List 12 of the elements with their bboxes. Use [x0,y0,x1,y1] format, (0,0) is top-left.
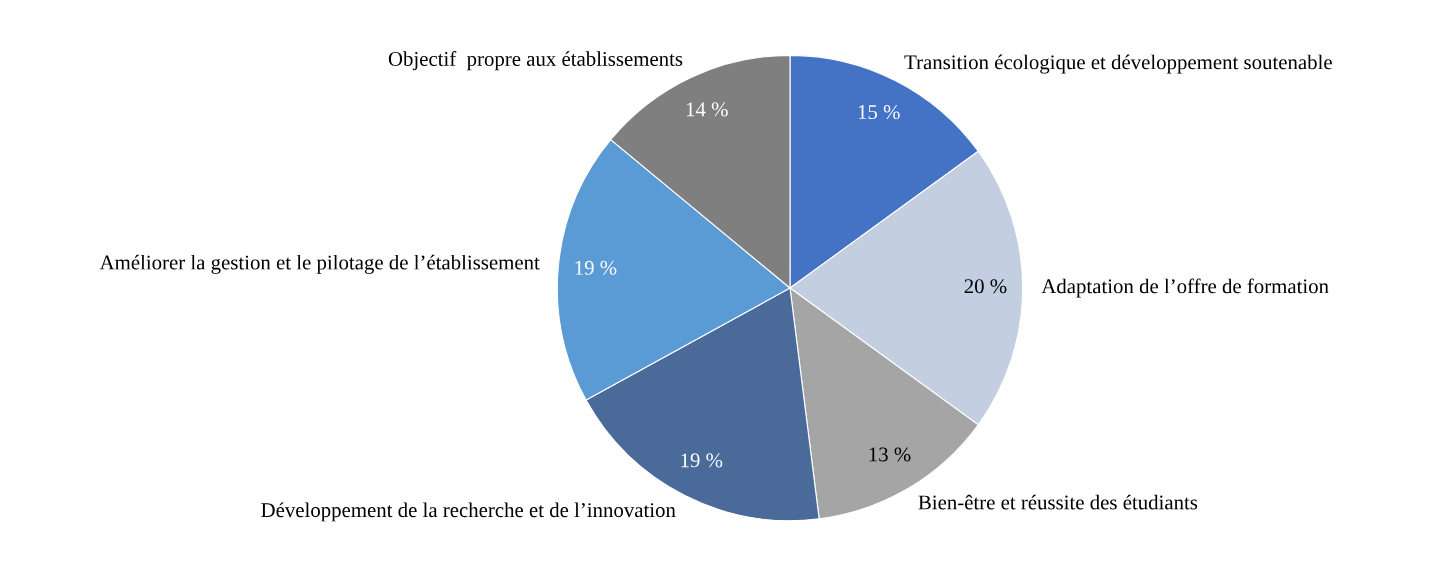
slice-label: Objectif propre aux établissements [388,51,683,71]
slice-label: Adaptation de l’offre de formation [1041,278,1329,298]
data-label: 13 % [869,447,911,462]
slice-label: Améliorer la gestion et le pilotage de l’établissement [99,254,540,274]
data-label: 14 % [686,102,728,117]
data-label: 15 % [858,105,900,120]
slice-label: Bien-être et réussite des étudiants [918,494,1198,510]
data-label: 19 % [681,453,723,468]
data-label: 19 % [575,260,617,275]
slice-label: Développement de la recherche et de l’innovation [261,502,676,522]
data-label: 20 % [964,279,1007,294]
slice-label: Transition écologique et développement soutenable [904,54,1332,74]
